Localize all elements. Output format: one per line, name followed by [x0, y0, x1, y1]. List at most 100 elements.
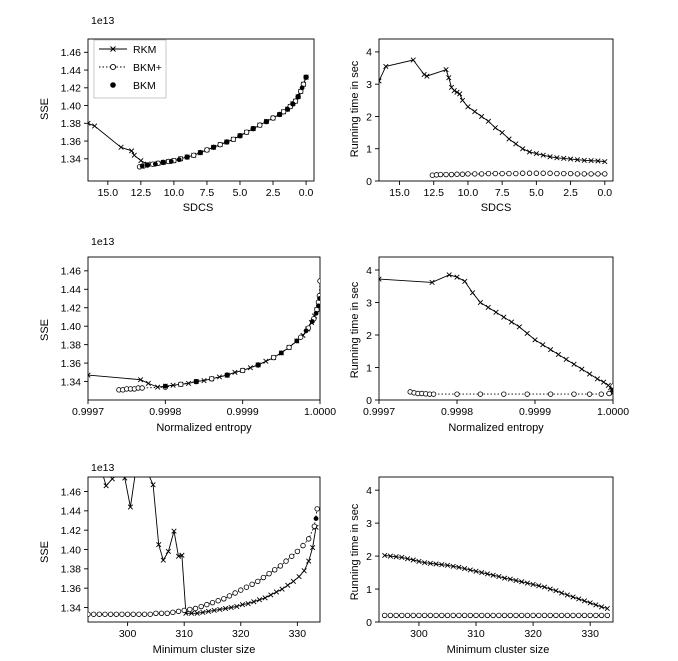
data-point-bkm-plus — [382, 612, 388, 619]
data-point-bkm-plus — [289, 553, 295, 559]
data-point-bkm — [193, 379, 199, 384]
data-point-bkm-plus — [507, 612, 513, 619]
legend-marker-rkm — [110, 46, 116, 52]
legend-entry-bkm-plus: BKM+ — [99, 62, 162, 74]
data-point-bkm-plus — [433, 612, 439, 619]
data-point-rkm — [555, 351, 562, 358]
data-point-bkm-plus — [547, 612, 553, 619]
data-point-bkm — [162, 383, 168, 389]
y-tick-label: 1 — [366, 584, 372, 596]
data-point-bkm-plus — [255, 578, 261, 585]
data-point-bkm — [299, 85, 305, 91]
data-point-rkm — [547, 154, 553, 160]
data-point-bkm-plus — [270, 115, 276, 121]
data-point-rkm — [524, 580, 531, 586]
data-point-bkm-plus — [198, 603, 204, 610]
data-point-bkm-plus — [230, 136, 237, 142]
data-point-rkm — [581, 157, 587, 163]
data-point-bkm — [290, 101, 296, 107]
data-point-rkm — [485, 118, 492, 124]
data-point-bkm-plus — [479, 612, 485, 619]
plot-frame — [87, 476, 321, 623]
data-point-rkm — [593, 602, 599, 608]
data-point-rkm — [536, 583, 542, 589]
data-point-bkm-plus — [541, 612, 548, 619]
data-point-rkm — [150, 482, 156, 488]
data-point-bkm-plus — [286, 344, 292, 351]
data-point-bkm-plus — [536, 612, 542, 619]
data-point-rkm — [175, 553, 182, 559]
data-point-bkm — [277, 112, 283, 117]
y-tick-label: 1.44 — [61, 506, 82, 518]
x-tick-label: 2.5 — [266, 187, 281, 199]
data-point-rkm — [547, 586, 553, 592]
y-axis-label: SSE — [39, 541, 51, 563]
data-point-bkm-plus — [181, 607, 187, 614]
data-point-bkm-plus — [454, 171, 460, 177]
data-point-bkm-plus — [119, 611, 125, 617]
data-point-bkm-plus — [448, 171, 455, 178]
data-point-bkm — [176, 157, 182, 163]
data-point-rkm — [456, 564, 462, 570]
data-point-rkm — [473, 568, 479, 574]
data-point-bkm-plus — [478, 171, 485, 177]
data-point-rkm — [404, 556, 411, 562]
data-point-bkm-plus — [410, 612, 416, 619]
data-point-bkm-plus — [576, 612, 582, 619]
y-tick-label: 4 — [366, 265, 372, 277]
data-point-rkm — [262, 595, 268, 601]
data-point-rkm — [200, 609, 206, 615]
data-point-bkm-plus — [314, 506, 320, 512]
data-point-rkm — [513, 577, 519, 584]
y-multiplier-label: 1e13 — [91, 462, 115, 474]
data-point-rkm — [547, 347, 554, 353]
data-point-rkm — [454, 274, 460, 280]
y-tick-label: 1.40 — [61, 100, 82, 112]
data-point-rkm — [553, 588, 559, 594]
legend-marker-bkm-plus — [109, 63, 117, 71]
data-point-rkm — [194, 610, 200, 616]
x-axis-label: SDCS — [481, 202, 512, 214]
data-point-rkm — [201, 378, 207, 384]
y-tick-label: 1.38 — [61, 118, 82, 130]
x-tick-label: 330 — [289, 628, 307, 640]
x-tick-label: 0.9998 — [441, 406, 473, 418]
panel-sse-vs-min-cluster: 1e13 Minimum cluster size SSE 300 310 320 3… — [39, 462, 321, 656]
data-point-rkm — [393, 554, 399, 560]
data-point-rkm — [273, 589, 280, 595]
data-point-bkm — [224, 139, 230, 145]
data-point-bkm-plus — [581, 171, 587, 177]
data-point-rkm — [379, 78, 382, 84]
data-point-bkm-plus — [518, 612, 525, 619]
legend-label-bkm: BKM — [133, 80, 156, 92]
data-point-bkm-plus — [450, 612, 456, 619]
data-point-bkm-plus — [581, 612, 588, 619]
x-tick-label: 310 — [175, 628, 193, 640]
data-point-bkm-plus — [598, 612, 605, 619]
y-tick-label: 1.34 — [61, 154, 82, 166]
data-point-bkm-plus — [283, 558, 289, 564]
data-point-bkm — [139, 163, 145, 169]
y-tick-label: 1.36 — [61, 583, 82, 595]
data-point-rkm — [574, 157, 581, 163]
y-tick-label: 3 — [366, 297, 372, 309]
data-point-rkm — [530, 581, 536, 588]
data-point-bkm-plus — [204, 601, 210, 608]
data-point-bkm-plus — [238, 587, 244, 593]
legend-entry-rkm: RKM — [99, 44, 156, 56]
data-point-rkm — [540, 152, 546, 158]
panel-time-vs-min-cluster: Minimum cluster size Running time in sec… — [349, 476, 614, 656]
data-point-bkm-plus — [499, 170, 505, 177]
data-point-bkm-plus — [593, 612, 599, 619]
data-point-bkm-plus — [158, 610, 165, 616]
data-point-bkm-plus — [187, 606, 193, 613]
y-tick-label: 2 — [366, 551, 372, 563]
data-point-bkm-plus — [586, 391, 593, 397]
data-point-rkm — [499, 129, 505, 136]
data-point-rkm — [595, 158, 601, 164]
data-point-rkm — [128, 148, 135, 154]
data-point-rkm — [444, 562, 451, 568]
x-axis-label: Minimum cluster size — [153, 644, 256, 656]
data-point-rkm — [469, 290, 476, 296]
data-point-bkm-plus — [567, 170, 574, 177]
